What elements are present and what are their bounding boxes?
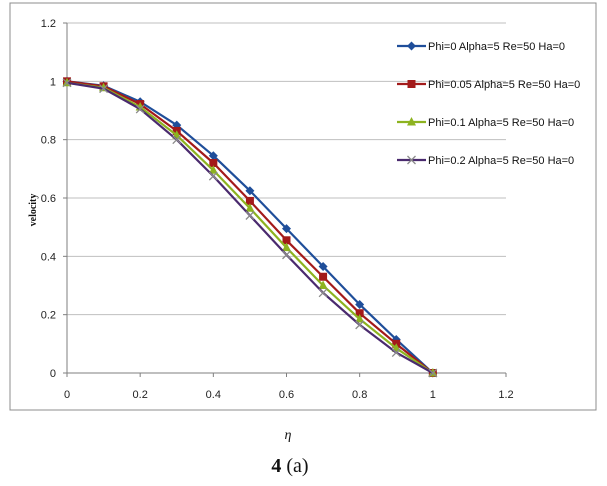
y-tick-label-2: 0.4 <box>41 251 56 263</box>
y-tick-label-0: 0 <box>50 368 56 380</box>
x-axis-label: η <box>285 428 292 443</box>
caption-text: (a) <box>281 455 308 477</box>
x-tick-label-1: 0.2 <box>133 389 148 401</box>
series-1-point-4 <box>209 159 218 167</box>
series-2-point-4 <box>208 165 218 174</box>
legend-marker-3 <box>407 155 416 165</box>
y-tick-label-1: 0.2 <box>41 310 56 322</box>
x-tick-label-5: 1 <box>430 389 436 401</box>
series-0-point-5 <box>245 186 255 196</box>
series-0-point-4 <box>208 151 218 161</box>
series-1-point-5 <box>245 196 254 205</box>
series-2-point-8 <box>355 314 365 323</box>
series-2-point-5 <box>245 203 255 212</box>
legend-marker-1 <box>407 80 416 88</box>
tick-labels: 0 0.2 0.4 0.6 0.8 1 1.2 0 0.2 0.4 0.6 0.8 1 1.2 <box>41 18 514 401</box>
series-3-point-3 <box>172 135 182 145</box>
series-0-point-8 <box>355 299 365 309</box>
series-3-point-9 <box>391 348 401 358</box>
y-tick-label-4: 0.8 <box>41 135 56 147</box>
y-tick-label-3: 0.6 <box>41 193 56 205</box>
legend: Phi=0 Alpha=5 Re=50 Ha=0 Phi=0.05 Alpha=5… <box>397 41 580 167</box>
gridlines <box>67 22 506 316</box>
series-3-point-8 <box>355 320 365 330</box>
series-3 <box>62 78 438 378</box>
series-2-point-6 <box>282 242 291 252</box>
caption-number: 4 <box>271 455 281 477</box>
x-tick-label-0: 0 <box>64 389 70 401</box>
legend-label-0: Phi=0 Alpha=5 Re=50 Ha=0 <box>428 41 565 53</box>
legend-label-2: Phi=0.1 Alpha=5 Re=50 Ha=0 <box>428 117 574 129</box>
y-tick-label-5: 1 <box>50 76 56 88</box>
legend-entry-3: Phi=0.2 Alpha=5 Re=50 Ha=0 <box>397 155 574 167</box>
series-0-point-6 <box>282 224 291 234</box>
legend-label-1: Phi=0.05 Alpha=5 Re=50 Ha=0 <box>428 79 580 91</box>
legend-entry-0: Phi=0 Alpha=5 Re=50 Ha=0 <box>397 41 565 53</box>
legend-marker-2 <box>407 117 416 126</box>
x-tick-label-6: 1.2 <box>498 389 513 401</box>
series-group <box>62 76 438 378</box>
chart-frame <box>9 2 597 411</box>
series-3-point-1 <box>99 84 109 94</box>
series-2-point-7 <box>318 280 328 289</box>
legend-label-3: Phi=0.2 Alpha=5 Re=50 Ha=0 <box>428 155 574 167</box>
legend-entry-1: Phi=0.05 Alpha=5 Re=50 Ha=0 <box>397 79 580 91</box>
y-axis-label: velocity <box>28 194 39 227</box>
series-0-point-7 <box>318 262 328 272</box>
legend-marker-0 <box>407 41 416 51</box>
x-tick-label-3: 0.6 <box>279 389 294 401</box>
x-tick-label-4: 0.8 <box>352 389 367 401</box>
y-tick-label-6: 1.2 <box>41 18 56 30</box>
series-3-point-6 <box>282 250 291 260</box>
series-3-point-5 <box>245 211 255 220</box>
series-1-point-7 <box>319 272 328 281</box>
series-3-point-7 <box>318 288 328 298</box>
x-tick-label-2: 0.4 <box>206 389 221 401</box>
series-3-point-4 <box>208 171 218 181</box>
figure-caption: 4 (a) <box>271 455 308 477</box>
series-1-point-6 <box>282 236 291 245</box>
series-3-point-0 <box>62 78 72 88</box>
series-1-point-8 <box>355 309 364 318</box>
legend-entry-2: Phi=0.1 Alpha=5 Re=50 Ha=0 <box>397 117 574 129</box>
series-3-point-2 <box>135 104 145 114</box>
series-3-point-10 <box>428 368 438 378</box>
